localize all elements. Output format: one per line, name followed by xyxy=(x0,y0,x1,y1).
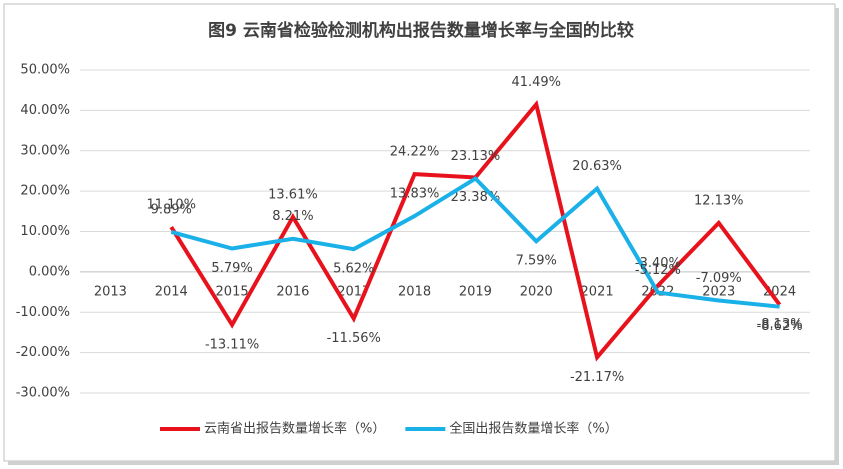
data-label: -11.56% xyxy=(327,331,381,346)
x-tick-label: 2014 xyxy=(155,284,188,299)
x-tick-label: 2018 xyxy=(398,284,431,299)
data-label: 41.49% xyxy=(511,75,561,90)
y-tick-label: -20.00% xyxy=(16,345,70,360)
data-label: 5.62% xyxy=(333,262,374,277)
legend-label: 云南省出报告数量增长率（%） xyxy=(204,421,385,437)
x-tick-label: 2016 xyxy=(276,284,309,299)
data-label: -8.13% xyxy=(757,317,803,332)
y-tick-label: 50.00% xyxy=(20,63,70,78)
data-label: -7.09% xyxy=(696,271,742,286)
y-tick-label: -10.00% xyxy=(16,305,70,320)
chart-border xyxy=(3,3,836,462)
x-tick-label: 2019 xyxy=(459,284,492,299)
y-tick-label: -30.00% xyxy=(16,386,70,401)
data-label: 12.13% xyxy=(694,193,744,208)
data-label: -5.12% xyxy=(635,263,681,278)
x-tick-label: 2021 xyxy=(581,284,614,299)
y-tick-label: 10.00% xyxy=(20,224,70,239)
data-label: -8.62% xyxy=(757,319,803,334)
data-label: 13.83% xyxy=(390,187,440,202)
shadow xyxy=(835,8,839,464)
data-label: 13.61% xyxy=(268,187,318,202)
chart-title: 图9 云南省检验检测机构出报告数量增长率与全国的比较 xyxy=(208,20,634,41)
data-label: 5.79% xyxy=(211,261,252,276)
data-label: -3.40% xyxy=(635,256,681,271)
x-tick-label: 2023 xyxy=(702,284,735,299)
x-tick-label: 2020 xyxy=(520,284,553,299)
legend-label: 全国出报告数量增长率（%） xyxy=(449,421,617,437)
y-tick-label: 30.00% xyxy=(20,143,70,158)
data-label: 20.63% xyxy=(572,159,622,174)
y-tick-label: 20.00% xyxy=(20,184,70,199)
data-label: 23.13% xyxy=(451,149,501,164)
y-tick-label: 40.00% xyxy=(20,103,70,118)
data-label: 9.89% xyxy=(151,202,192,217)
data-label: 24.22% xyxy=(390,145,440,160)
data-label: 7.59% xyxy=(516,254,557,269)
data-label: 8.21% xyxy=(272,209,313,224)
data-label: 11.10% xyxy=(146,198,196,213)
y-tick-label: 0.00% xyxy=(29,264,70,279)
series-line xyxy=(170,175,780,309)
x-tick-label: 2015 xyxy=(216,284,249,299)
x-tick-label: 2013 xyxy=(94,284,127,299)
data-label: -13.11% xyxy=(205,337,259,352)
data-label: -21.17% xyxy=(570,370,624,385)
shadow xyxy=(8,461,839,465)
